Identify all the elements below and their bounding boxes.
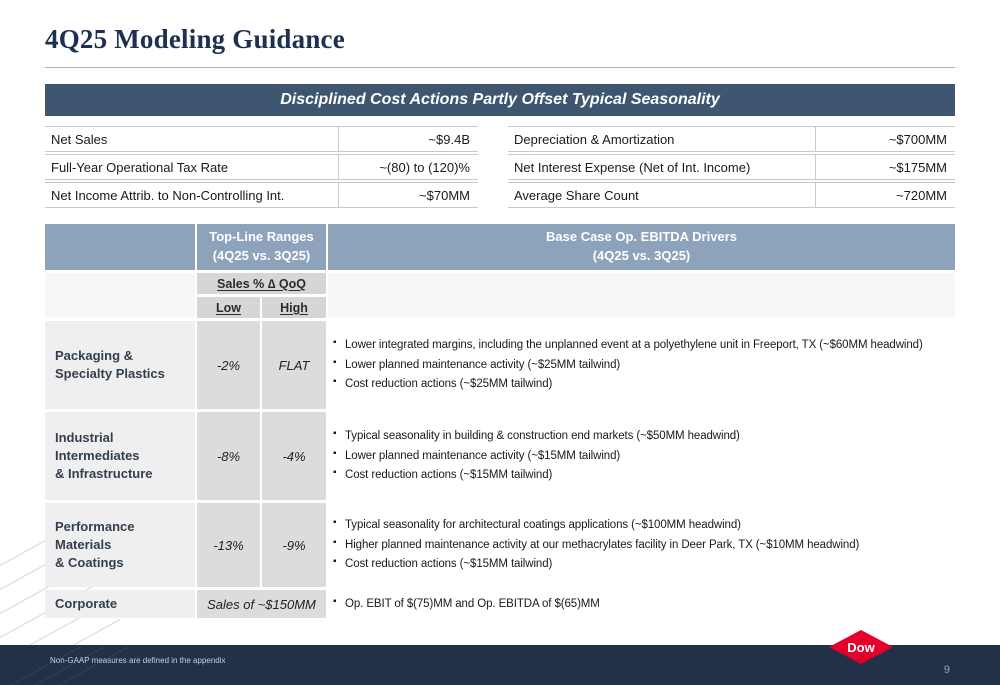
packaging-low-value: -2% xyxy=(197,321,260,409)
metric-value: ~$175MM xyxy=(815,155,955,179)
bullet-item: Lower planned maintenance activity (~$25… xyxy=(332,356,947,374)
header-ebitda-drivers: Base Case Op. EBITDA Drivers (4Q25 vs. 3… xyxy=(328,224,955,270)
bullet-item: Cost reduction actions (~$15MM tailwind) xyxy=(332,555,947,573)
banner-text: Disciplined Cost Actions Partly Offset T… xyxy=(280,91,720,108)
metric-value: ~$9.4B xyxy=(338,127,478,151)
bullet-item: Cost reduction actions (~$25MM tailwind) xyxy=(332,375,947,393)
subheader-sales-delta-label: Sales % ∆ QoQ xyxy=(217,276,306,291)
bullet-item: Typical seasonality for architectural co… xyxy=(332,516,947,534)
industrial-low-value: -8% xyxy=(197,412,260,500)
performance-low-value: -13% xyxy=(197,503,260,587)
segment-label-performance: Performance Materials & Coatings xyxy=(45,503,195,587)
metrics-right-table: Depreciation & Amortization ~$700MM Net … xyxy=(508,126,955,210)
performance-high-value: -9% xyxy=(262,503,326,587)
segment-label-corporate: Corporate xyxy=(45,590,195,618)
bullet-list: Op. EBIT of $(75)MM and Op. EBITDA of $(… xyxy=(332,593,947,616)
header-blank-cell xyxy=(45,224,195,270)
subheader-low: Low xyxy=(197,297,260,318)
footer-decorative-lines xyxy=(9,646,129,685)
bullet-item: Typical seasonality in building & constr… xyxy=(332,427,947,445)
corporate-drivers: Op. EBIT of $(75)MM and Op. EBITDA of $(… xyxy=(328,590,955,618)
metric-label: Depreciation & Amortization xyxy=(514,131,675,147)
metric-row: Net Interest Expense (Net of Int. Income… xyxy=(508,154,955,180)
subheader-filler-right xyxy=(328,273,955,318)
dow-diamond-icon xyxy=(829,630,893,664)
segment-label-industrial: Industrial Intermediates & Infrastructur… xyxy=(45,412,195,500)
industrial-high-value: -4% xyxy=(262,412,326,500)
metric-value: ~$700MM xyxy=(815,127,955,151)
dow-logo-text: Dow xyxy=(847,640,875,655)
metric-row: Average Share Count ~720MM xyxy=(508,182,955,208)
metric-row: Net Income Attrib. to Non-Controlling In… xyxy=(45,182,478,208)
bullet-item: Cost reduction actions (~$15MM tailwind) xyxy=(332,466,947,484)
banner: Disciplined Cost Actions Partly Offset T… xyxy=(45,84,955,116)
corporate-sales-value: Sales of ~$150MM xyxy=(197,590,326,618)
subheader-filler-left xyxy=(45,273,195,318)
bullet-list: Typical seasonality in building & constr… xyxy=(332,425,947,487)
metrics-section: Net Sales ~$9.4B Full-Year Operational T… xyxy=(45,126,955,210)
subheader-high: High xyxy=(262,297,326,318)
packaging-drivers: Lower integrated margins, including the … xyxy=(328,321,955,409)
bullet-item: Lower planned maintenance activity (~$15… xyxy=(332,447,947,465)
metric-row: Full-Year Operational Tax Rate ~(80) to … xyxy=(45,154,478,180)
metric-value: ~(80) to (120)% xyxy=(338,155,478,179)
performance-drivers: Typical seasonality for architectural co… xyxy=(328,503,955,587)
bullet-list: Lower integrated margins, including the … xyxy=(332,334,947,396)
industrial-drivers: Typical seasonality in building & constr… xyxy=(328,412,955,500)
subheader-high-label: High xyxy=(280,300,308,315)
title-divider xyxy=(45,67,955,68)
metric-label: Full-Year Operational Tax Rate xyxy=(51,159,229,175)
page-title: 4Q25 Modeling Guidance xyxy=(45,24,345,54)
guidance-table: Top-Line Ranges (4Q25 vs. 3Q25) Base Cas… xyxy=(45,224,955,618)
header-topline-ranges: Top-Line Ranges (4Q25 vs. 3Q25) xyxy=(197,224,326,270)
bullet-list: Typical seasonality for architectural co… xyxy=(332,514,947,576)
metric-label: Net Interest Expense (Net of Int. Income… xyxy=(514,159,751,175)
bullet-item: Lower integrated margins, including the … xyxy=(332,336,947,354)
metric-label: Average Share Count xyxy=(514,187,639,203)
metric-value: ~$70MM xyxy=(338,183,478,207)
footer-bar xyxy=(0,645,1000,685)
metrics-left-table: Net Sales ~$9.4B Full-Year Operational T… xyxy=(45,126,478,210)
metric-value: ~720MM xyxy=(815,183,955,207)
bullet-item: Op. EBIT of $(75)MM and Op. EBITDA of $(… xyxy=(332,595,947,613)
subheader-low-label: Low xyxy=(216,300,241,315)
subheader-sales-delta: Sales % ∆ QoQ xyxy=(197,273,326,294)
dow-logo: Dow xyxy=(829,630,893,664)
non-gaap-footnote: Non-GAAP measures are defined in the app… xyxy=(50,656,226,665)
metric-row: Net Sales ~$9.4B xyxy=(45,126,478,152)
segment-label-packaging: Packaging & Specialty Plastics xyxy=(45,321,195,409)
metric-row: Depreciation & Amortization ~$700MM xyxy=(508,126,955,152)
bullet-item: Higher planned maintenance activity at o… xyxy=(332,536,947,554)
page-number: 9 xyxy=(943,664,950,676)
metric-label: Net Income Attrib. to Non-Controlling In… xyxy=(51,187,285,203)
packaging-high-value: FLAT xyxy=(262,321,326,409)
metric-label: Net Sales xyxy=(51,131,108,147)
